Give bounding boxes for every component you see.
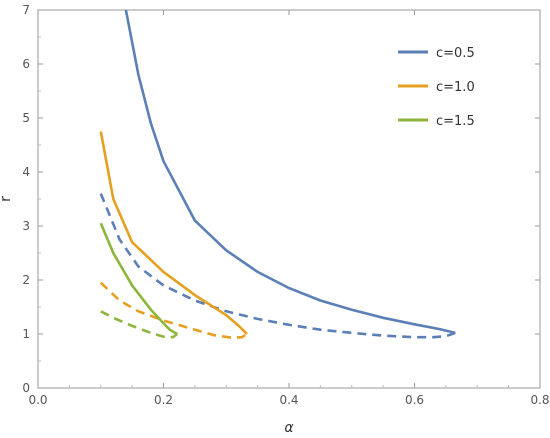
legend-label: c=1.5 — [436, 114, 475, 129]
series-line-solid — [99, 222, 178, 336]
legend-label: c=1.0 — [436, 80, 475, 95]
series-line-dashed — [99, 281, 248, 340]
legend-label: c=0.5 — [436, 46, 475, 61]
x-tick-label: 0.8 — [530, 393, 549, 407]
y-tick-label: 7 — [22, 3, 30, 17]
y-tick-label: 1 — [22, 327, 30, 341]
axis-ticks — [37, 9, 541, 389]
legend: c=0.5 c=1.0 c=1.5 — [398, 46, 475, 129]
series-line-dashed — [100, 310, 179, 339]
series-line-solid — [124, 9, 456, 335]
series-layer — [99, 9, 456, 340]
x-tick-label: 0.6 — [405, 393, 424, 407]
y-tick-label: 0 — [22, 381, 30, 395]
tick-labels: 0.0 0.2 0.4 0.6 0.8 0 1 2 3 4 5 6 7 — [22, 3, 549, 407]
series-line-solid — [99, 131, 248, 335]
x-tick-label: 0.0 — [28, 393, 47, 407]
y-tick-label: 4 — [22, 165, 30, 179]
y-tick-label: 3 — [22, 219, 30, 233]
y-tick-label: 6 — [22, 57, 30, 71]
y-tick-label: 5 — [22, 111, 30, 125]
x-tick-label: 0.4 — [279, 393, 298, 407]
y-axis-label: r — [0, 196, 14, 202]
series-line-dashed — [99, 193, 456, 339]
x-tick-label: 0.2 — [154, 393, 173, 407]
x-axis-label: α — [284, 420, 294, 436]
y-tick-label: 2 — [22, 273, 30, 287]
